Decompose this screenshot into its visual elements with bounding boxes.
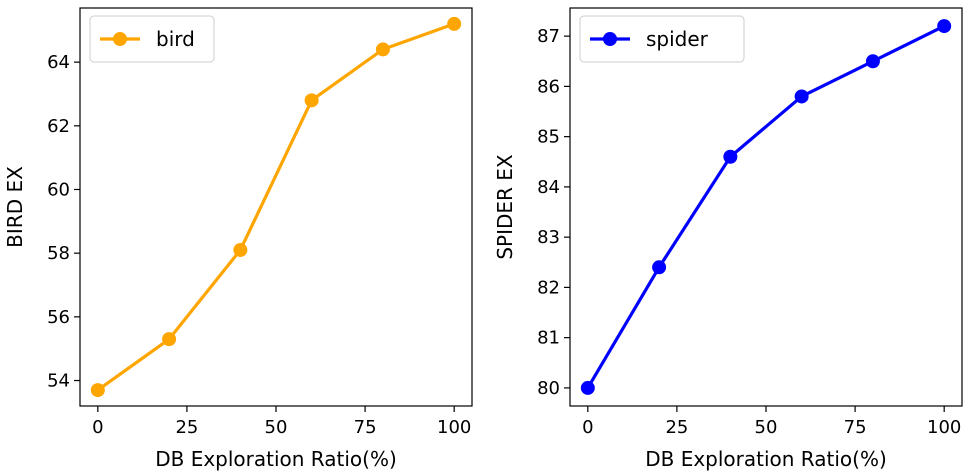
x-tick-label: 0 [582, 417, 593, 438]
x-tick-label: 100 [927, 417, 961, 438]
x-tick-label: 25 [665, 417, 688, 438]
x-axis-label: DB Exploration Ratio(%) [155, 447, 397, 471]
data-point [865, 54, 880, 69]
chart-panel-2: 0 25 50 75 100 80 81 82 83 84 85 86 87 DB Exploration… [493, 7, 963, 471]
data-point [162, 332, 177, 347]
legend-box [89, 15, 215, 63]
x-tick-label: 25 [175, 417, 198, 438]
y-tick-label: 81 [537, 328, 560, 349]
y-tick-label: 64 [47, 52, 70, 73]
y-tick-label: 83 [537, 227, 560, 248]
x-tick-label: 100 [437, 417, 471, 438]
y-tick-label: 87 [537, 26, 560, 47]
y-tick-label: 84 [537, 177, 560, 198]
chart-panel-1: 0 25 50 75 100 54 56 58 60 62 64 DB Exploration Rat… [3, 7, 473, 471]
legend-box [579, 15, 745, 63]
y-tick-label: 54 [47, 371, 70, 392]
y-tick-label: 60 [47, 179, 70, 200]
x-tick-label: 50 [265, 417, 288, 438]
y-tick-label: 86 [537, 76, 560, 97]
series-line-bird [96, 22, 456, 392]
legend-label: bird [156, 27, 195, 51]
x-tick-label: 75 [844, 417, 867, 438]
y-tick-label: 58 [47, 243, 70, 264]
x-axis-label: DB Exploration Ratio(%) [645, 447, 887, 471]
data-point [580, 380, 595, 395]
data-point [375, 42, 390, 57]
y-tick-label: 82 [537, 277, 560, 298]
y-axis-label: SPIDER EX [493, 154, 517, 260]
x-tick-label: 0 [92, 417, 103, 438]
plot-frame [569, 7, 963, 407]
legend-marker [603, 32, 617, 46]
y-tick-label: 85 [537, 127, 560, 148]
plot-frame [79, 7, 473, 407]
y-tick-label: 80 [537, 378, 560, 399]
series-line-spider [586, 24, 946, 390]
y-tick-label: 62 [47, 116, 70, 137]
data-point [937, 19, 952, 34]
x-tick-label: 50 [755, 417, 778, 438]
data-point [447, 16, 462, 31]
legend-marker [113, 32, 127, 46]
x-tick-label: 75 [354, 417, 377, 438]
y-axis-label: BIRD EX [3, 166, 27, 248]
data-point [304, 93, 319, 108]
data-point [794, 89, 809, 104]
data-point [652, 260, 667, 275]
legend-label: spider [646, 27, 709, 51]
data-point [90, 383, 105, 398]
data-point [233, 242, 248, 257]
data-point [723, 149, 738, 164]
y-tick-label: 56 [47, 307, 70, 328]
